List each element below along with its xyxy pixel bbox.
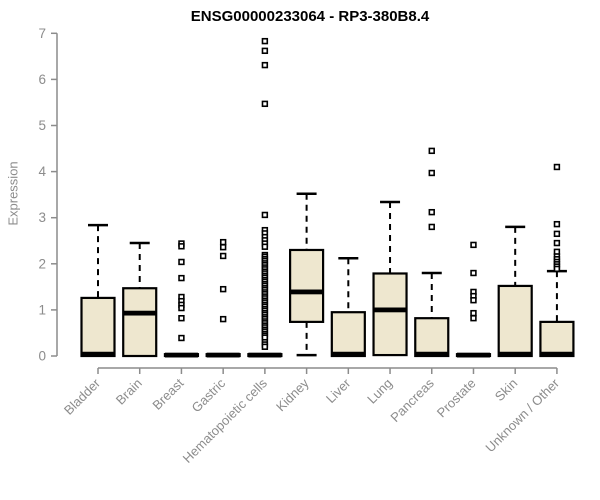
median-bar: [81, 351, 115, 357]
y-tick-label: 6: [38, 72, 46, 87]
outlier-point: [470, 269, 477, 277]
boxplot-box: [539, 163, 575, 358]
boxplot-box: [163, 240, 200, 358]
outlier-point: [219, 238, 227, 246]
median-bar: [123, 310, 157, 316]
outlier-point: [178, 243, 185, 250]
x-tick-label: Skin: [492, 376, 520, 404]
y-tick-label: 3: [38, 210, 46, 225]
outlier-point: [178, 314, 185, 322]
iqr-box: [497, 284, 533, 358]
x-tick-label: Kidney: [273, 375, 312, 414]
median-bar: [498, 351, 532, 357]
median-bar: [164, 352, 198, 358]
median-bar: [206, 352, 240, 358]
outlier-point: [470, 314, 477, 322]
x-tick-label: Lung: [364, 376, 395, 407]
median-bar: [373, 307, 407, 313]
outlier-point: [261, 211, 269, 219]
median-bar: [290, 289, 324, 295]
outlier-point: [428, 223, 435, 231]
outlier-point: [178, 258, 185, 266]
outlier-point: [553, 220, 561, 228]
outlier-point: [470, 241, 477, 249]
boxplot-box: [372, 200, 408, 357]
outlier-point: [178, 334, 185, 342]
median-bar: [415, 351, 449, 357]
x-tick-label: Gastric: [189, 375, 229, 415]
outlier-point: [219, 244, 227, 251]
iqr-box: [80, 296, 116, 358]
outlier-point: [553, 239, 561, 247]
outlier-point: [219, 315, 227, 323]
boxplot-box: [455, 241, 492, 358]
outlier-point: [219, 285, 227, 293]
iqr-box: [289, 248, 325, 323]
iqr-box: [330, 311, 366, 358]
outlier-point: [470, 309, 477, 317]
median-bar: [540, 351, 574, 357]
outlier-point: [553, 230, 561, 238]
boxplot-box: [80, 223, 116, 358]
outlier-point: [428, 147, 435, 155]
iqr-box: [372, 272, 408, 357]
outlier-point: [261, 243, 269, 250]
boxplot-box: [289, 192, 325, 357]
chart-title: ENSG00000233064 - RP3-380B8.4: [190, 8, 430, 25]
boxplot-box: [247, 37, 283, 358]
outlier-point: [261, 37, 269, 45]
boxplot-box: [497, 225, 533, 358]
x-tick-label: Prostate: [434, 376, 479, 421]
x-tick-label: Pancreas: [387, 375, 437, 425]
y-tick-label: 7: [38, 26, 46, 41]
median-bar: [248, 352, 282, 358]
x-tick-label: Breast: [149, 375, 186, 412]
y-tick-label: 4: [38, 164, 46, 179]
iqr-box: [539, 320, 575, 358]
x-tick-label: Bladder: [61, 375, 104, 418]
outlier-point: [178, 304, 185, 312]
outlier-point: [553, 265, 561, 273]
outlier-point: [261, 343, 269, 350]
y-tick-label: 5: [38, 118, 46, 133]
y-tick-label: 1: [38, 302, 46, 317]
iqr-box: [122, 287, 158, 358]
outlier-point: [553, 163, 561, 171]
iqr-box: [414, 317, 450, 358]
outlier-point: [261, 61, 269, 69]
outlier-point: [219, 252, 227, 260]
x-tick-label: Brain: [113, 376, 145, 408]
y-tick-label: 0: [38, 349, 46, 364]
outlier-point: [428, 208, 435, 216]
outlier-point: [428, 169, 435, 177]
boxplot-box: [330, 257, 366, 358]
y-tick-label: 2: [38, 256, 46, 271]
boxplot-box: [122, 241, 158, 358]
x-tick-label: Unknown / Other: [482, 375, 562, 455]
outlier-point: [178, 274, 185, 282]
x-tick-label: Liver: [323, 375, 354, 406]
outlier-point: [261, 100, 269, 108]
outlier-point: [470, 297, 477, 304]
median-bar: [456, 352, 490, 358]
outlier-point: [261, 47, 269, 55]
median-bar: [331, 351, 365, 357]
boxplot-box: [414, 147, 450, 358]
boxplot-box: [205, 238, 241, 358]
